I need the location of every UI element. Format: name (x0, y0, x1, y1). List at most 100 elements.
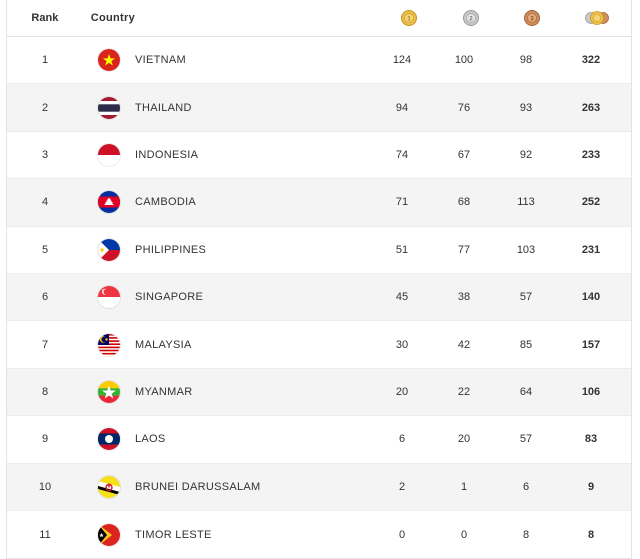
bronze-column-header[interactable]: 3 (501, 10, 563, 26)
silver-count: 67 (457, 148, 471, 161)
bronze-count: 98 (519, 54, 533, 67)
country-name[interactable]: SINGAPORE (135, 291, 204, 304)
flag-cell (83, 333, 135, 356)
bronze-count: 113 (517, 196, 535, 209)
table-row[interactable]: 7 MALAYSIA 30 42 85 157 (7, 321, 631, 369)
silver-count: 20 (457, 433, 471, 446)
table-row[interactable]: 10 BRUNEI DARUSSALAM 2 1 6 9 (7, 463, 631, 511)
flag-cell (83, 523, 135, 546)
bronze-count: 92 (519, 148, 533, 161)
table-row[interactable]: 2 THAILAND 94 76 93 263 (7, 84, 631, 132)
rank-cell: 9 (41, 433, 49, 446)
svg-text:3: 3 (531, 16, 535, 22)
total-count: 157 (581, 338, 601, 351)
table-row[interactable]: 11 TIMOR LESTE 0 0 8 8 (7, 511, 631, 558)
country-name[interactable]: LAOS (135, 433, 166, 446)
vietnam-flag-icon (98, 49, 120, 72)
silver-count: 42 (457, 338, 471, 351)
total-count: 233 (581, 148, 601, 161)
brunei-flag-icon (98, 475, 120, 498)
total-count: 83 (584, 433, 598, 446)
flag-cell (83, 191, 135, 214)
country-column-header[interactable]: Country (90, 12, 136, 24)
rank-cell: 7 (41, 338, 49, 351)
total-count: 322 (581, 54, 601, 67)
silver-count: 100 (454, 54, 474, 67)
gold-count: 71 (395, 196, 409, 209)
indonesia-flag-icon (98, 143, 120, 166)
silver-count: 77 (457, 243, 471, 256)
table-row[interactable]: 5 PHILIPPINES 51 77 103 231 (7, 227, 631, 274)
gold-count: 0 (398, 528, 406, 541)
country-name[interactable]: VIETNAM (135, 54, 186, 67)
gold-count: 94 (395, 101, 409, 114)
silver-count: 1 (460, 480, 468, 493)
table-row[interactable]: 9 LAOS 6 20 57 83 (7, 416, 631, 464)
philippines-flag-icon (98, 238, 120, 261)
gold-count: 51 (395, 243, 409, 256)
gold-column-header[interactable]: 1 (378, 10, 440, 26)
total-count: 252 (581, 196, 601, 209)
total-count: 140 (581, 291, 601, 304)
country-name[interactable]: TIMOR LESTE (135, 528, 212, 541)
total-count: 9 (587, 480, 595, 493)
country-name[interactable]: PHILIPPINES (135, 243, 207, 256)
medal-table: Rank Country 1 2 3 (6, 0, 632, 559)
bronze-count: 8 (522, 528, 530, 541)
svg-text:1: 1 (407, 16, 411, 22)
bronze-count: 57 (519, 433, 533, 446)
bronze-count: 57 (519, 291, 533, 304)
laos-flag-icon (98, 428, 120, 451)
table-row[interactable]: 1 VIETNAM 124 100 98 322 (7, 37, 631, 85)
gold-count: 20 (395, 385, 409, 398)
flag-cell (83, 143, 135, 166)
bronze-count: 93 (519, 101, 533, 114)
country-name[interactable]: INDONESIA (135, 148, 199, 161)
flag-cell (83, 428, 135, 451)
country-name[interactable]: MYANMAR (135, 385, 193, 398)
table-header: Rank Country 1 2 3 (7, 0, 631, 37)
silver-count: 68 (457, 196, 471, 209)
total-column-header[interactable] (563, 10, 631, 26)
bronze-count: 85 (519, 338, 533, 351)
country-name[interactable]: BRUNEI DARUSSALAM (135, 480, 261, 493)
flag-cell (83, 380, 135, 403)
silver-count: 0 (460, 528, 468, 541)
rank-cell: 3 (41, 148, 49, 161)
thailand-flag-icon (98, 96, 120, 119)
flag-cell (83, 96, 135, 119)
bronze-count: 103 (516, 243, 536, 256)
total-medals-icon (585, 11, 609, 25)
rank-cell: 4 (41, 196, 49, 209)
bronze-count: 64 (519, 385, 533, 398)
flag-cell (83, 475, 135, 498)
rank-cell: 1 (41, 54, 49, 67)
singapore-flag-icon (98, 286, 120, 309)
bronze-count: 6 (522, 480, 530, 493)
rank-cell: 6 (41, 291, 49, 304)
total-count: 263 (581, 101, 601, 114)
silver-count: 38 (457, 291, 471, 304)
table-row[interactable]: 4 CAMBODIA 71 68 113 252 (7, 179, 631, 227)
gold-count: 74 (395, 148, 409, 161)
silver-column-header[interactable]: 2 (440, 10, 502, 26)
svg-text:2: 2 (469, 16, 473, 22)
gold-count: 2 (398, 480, 406, 493)
gold-count: 30 (395, 338, 409, 351)
country-name[interactable]: THAILAND (135, 101, 192, 114)
bronze-medal-icon: 3 (524, 10, 541, 26)
rank-column-header[interactable]: Rank (31, 12, 59, 24)
flag-cell (83, 286, 135, 309)
rank-cell: 8 (41, 385, 49, 398)
timor-leste-flag-icon (98, 523, 120, 546)
flag-cell (83, 49, 135, 72)
table-row[interactable]: 3 INDONESIA 74 67 92 233 (7, 132, 631, 180)
country-name[interactable]: MALAYSIA (135, 338, 192, 351)
country-name[interactable]: CAMBODIA (135, 196, 197, 209)
rank-cell: 11 (39, 528, 51, 541)
total-count: 231 (581, 243, 601, 256)
table-row[interactable]: 6 SINGAPORE 45 38 57 140 (7, 273, 631, 322)
table-row[interactable]: 8 MYANMAR 20 22 64 106 (7, 368, 631, 417)
myanmar-flag-icon (98, 380, 120, 403)
total-count: 106 (581, 385, 601, 398)
